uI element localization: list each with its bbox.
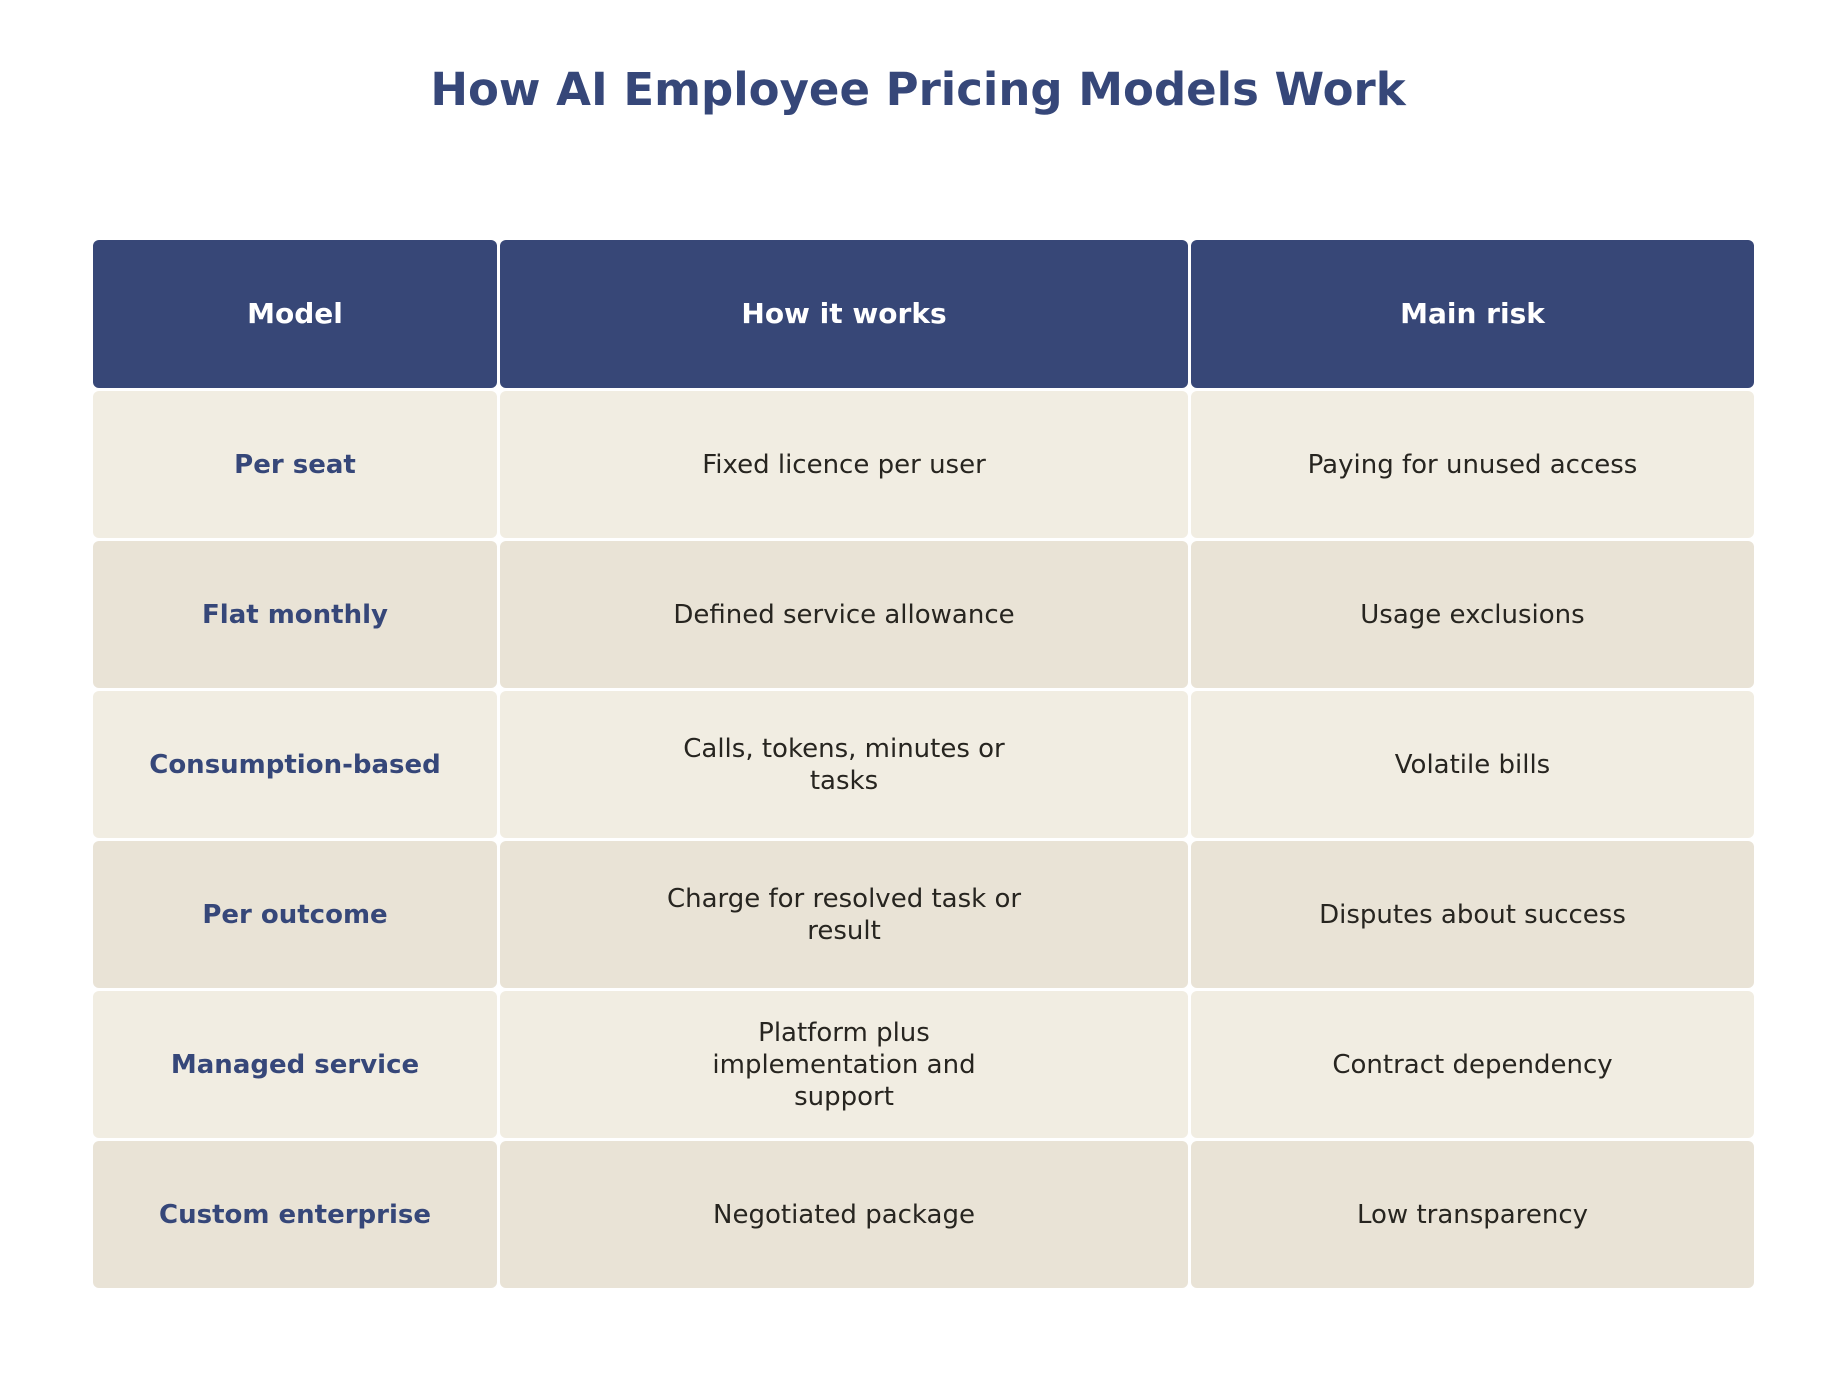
table-cell-model: Per seat: [93, 391, 497, 538]
cell-text: Per outcome: [202, 899, 388, 930]
table-cell-model: Consumption-based: [93, 691, 497, 838]
column-header-risk-label: Main risk: [1400, 297, 1545, 330]
table-cell-risk: Usage exclusions: [1191, 541, 1754, 688]
cell-text: Negotiated package: [713, 1199, 975, 1230]
cell-text: Fixed licence per user: [702, 449, 986, 480]
cell-text: Usage exclusions: [1360, 599, 1585, 630]
cell-text: Per seat: [234, 449, 356, 480]
table-cell-how: Fixed licence per user: [500, 391, 1188, 538]
table-cell-how: Platform plus implementation and support: [500, 991, 1188, 1138]
table-cell-how: Negotiated package: [500, 1141, 1188, 1288]
table-cell-model: Managed service: [93, 991, 497, 1138]
cell-text: Flat monthly: [202, 599, 388, 630]
table-cell-how: Calls, tokens, minutes or tasks: [500, 691, 1188, 838]
page-title: How AI Employee Pricing Models Work: [430, 63, 1406, 116]
table-cell-risk: Paying for unused access: [1191, 391, 1754, 538]
table-cell-risk: Volatile bills: [1191, 691, 1754, 838]
cell-text: Paying for unused access: [1307, 449, 1638, 480]
column-header-how-label: How it works: [741, 297, 947, 330]
pricing-table: Model How it works Main risk Per seat Fi…: [93, 240, 1754, 1288]
table-cell-model: Per outcome: [93, 841, 497, 988]
table-cell-risk: Disputes about success: [1191, 841, 1754, 988]
cell-text: Platform plus implementation and support: [712, 1017, 976, 1112]
cell-text: Low transparency: [1356, 1199, 1589, 1230]
cell-text: Calls, tokens, minutes or tasks: [683, 733, 1005, 796]
table-cell-how: Charge for resolved task or result: [500, 841, 1188, 988]
cell-text: Managed service: [170, 1049, 420, 1080]
cell-text: Defined service allowance: [673, 599, 1015, 630]
table-cell-risk: Low transparency: [1191, 1141, 1754, 1288]
column-header-how: How it works: [500, 240, 1188, 388]
column-header-model-label: Model: [247, 297, 343, 330]
table-cell-how: Defined service allowance: [500, 541, 1188, 688]
cell-text: Charge for resolved task or result: [666, 883, 1022, 946]
table-cell-model: Flat monthly: [93, 541, 497, 688]
cell-text: Custom enterprise: [159, 1199, 431, 1230]
column-header-risk: Main risk: [1191, 240, 1754, 388]
table-cell-risk: Contract dependency: [1191, 991, 1754, 1138]
cell-text: Volatile bills: [1394, 749, 1551, 780]
table-cell-model: Custom enterprise: [93, 1141, 497, 1288]
cell-text: Disputes about success: [1319, 899, 1626, 930]
column-header-model: Model: [93, 240, 497, 388]
cell-text: Consumption-based: [149, 749, 441, 780]
cell-text: Contract dependency: [1332, 1049, 1613, 1080]
